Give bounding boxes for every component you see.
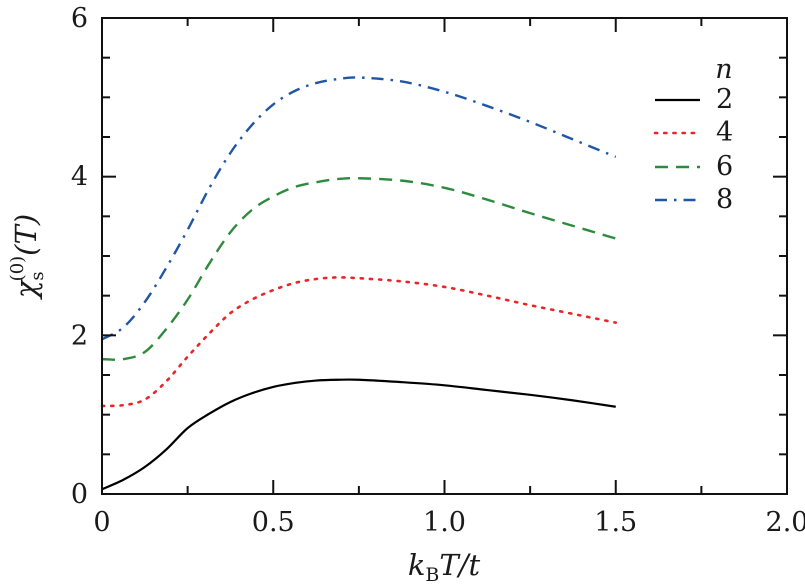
y-axis-label-rest: (T)	[9, 214, 43, 256]
y-axis-label: χs(0)(T)	[7, 214, 48, 300]
x-tick-label: 1.0	[423, 507, 466, 538]
legend-label: 4	[716, 117, 733, 148]
legend-item-n2: 2	[655, 84, 733, 115]
legend-item-n6: 6	[655, 151, 733, 182]
legend-title: n	[715, 54, 732, 85]
x-tick-label: 2.0	[766, 507, 805, 538]
x-axis-label-k: k	[408, 548, 426, 582]
x-tick-label: 0.5	[252, 507, 295, 538]
y-tick-label: 4	[71, 162, 88, 193]
legend-label: 6	[716, 151, 733, 182]
y-axis-label-sup: (0)	[7, 256, 28, 282]
y-axis-label-chi: χ	[9, 279, 43, 300]
y-tick-label: 0	[71, 479, 88, 510]
series-line-n4	[100, 276, 618, 408]
series-line-n2	[101, 378, 616, 491]
x-axis-label-rest: T/t	[439, 548, 480, 582]
x-axis-label: kBT/t	[408, 548, 481, 586]
x-axis-label-sub: B	[425, 564, 439, 586]
x-tick-label: 1.5	[594, 507, 637, 538]
legend-label: 2	[716, 84, 733, 115]
series-line-n8	[101, 76, 617, 341]
y-tick-label: 6	[71, 3, 88, 34]
legend-item-n4: 4	[653, 117, 733, 148]
y-tick-label: 2	[71, 320, 88, 351]
series-layer	[100, 76, 618, 491]
ticks-layer	[102, 18, 787, 494]
x-tick-label: 0	[93, 507, 110, 538]
legend-label: 8	[716, 184, 733, 215]
series-line-n6	[101, 176, 617, 361]
y-axis-label-sub: s	[27, 271, 48, 280]
legend-item-n8: 8	[655, 184, 733, 215]
plot-frame	[101, 17, 788, 495]
